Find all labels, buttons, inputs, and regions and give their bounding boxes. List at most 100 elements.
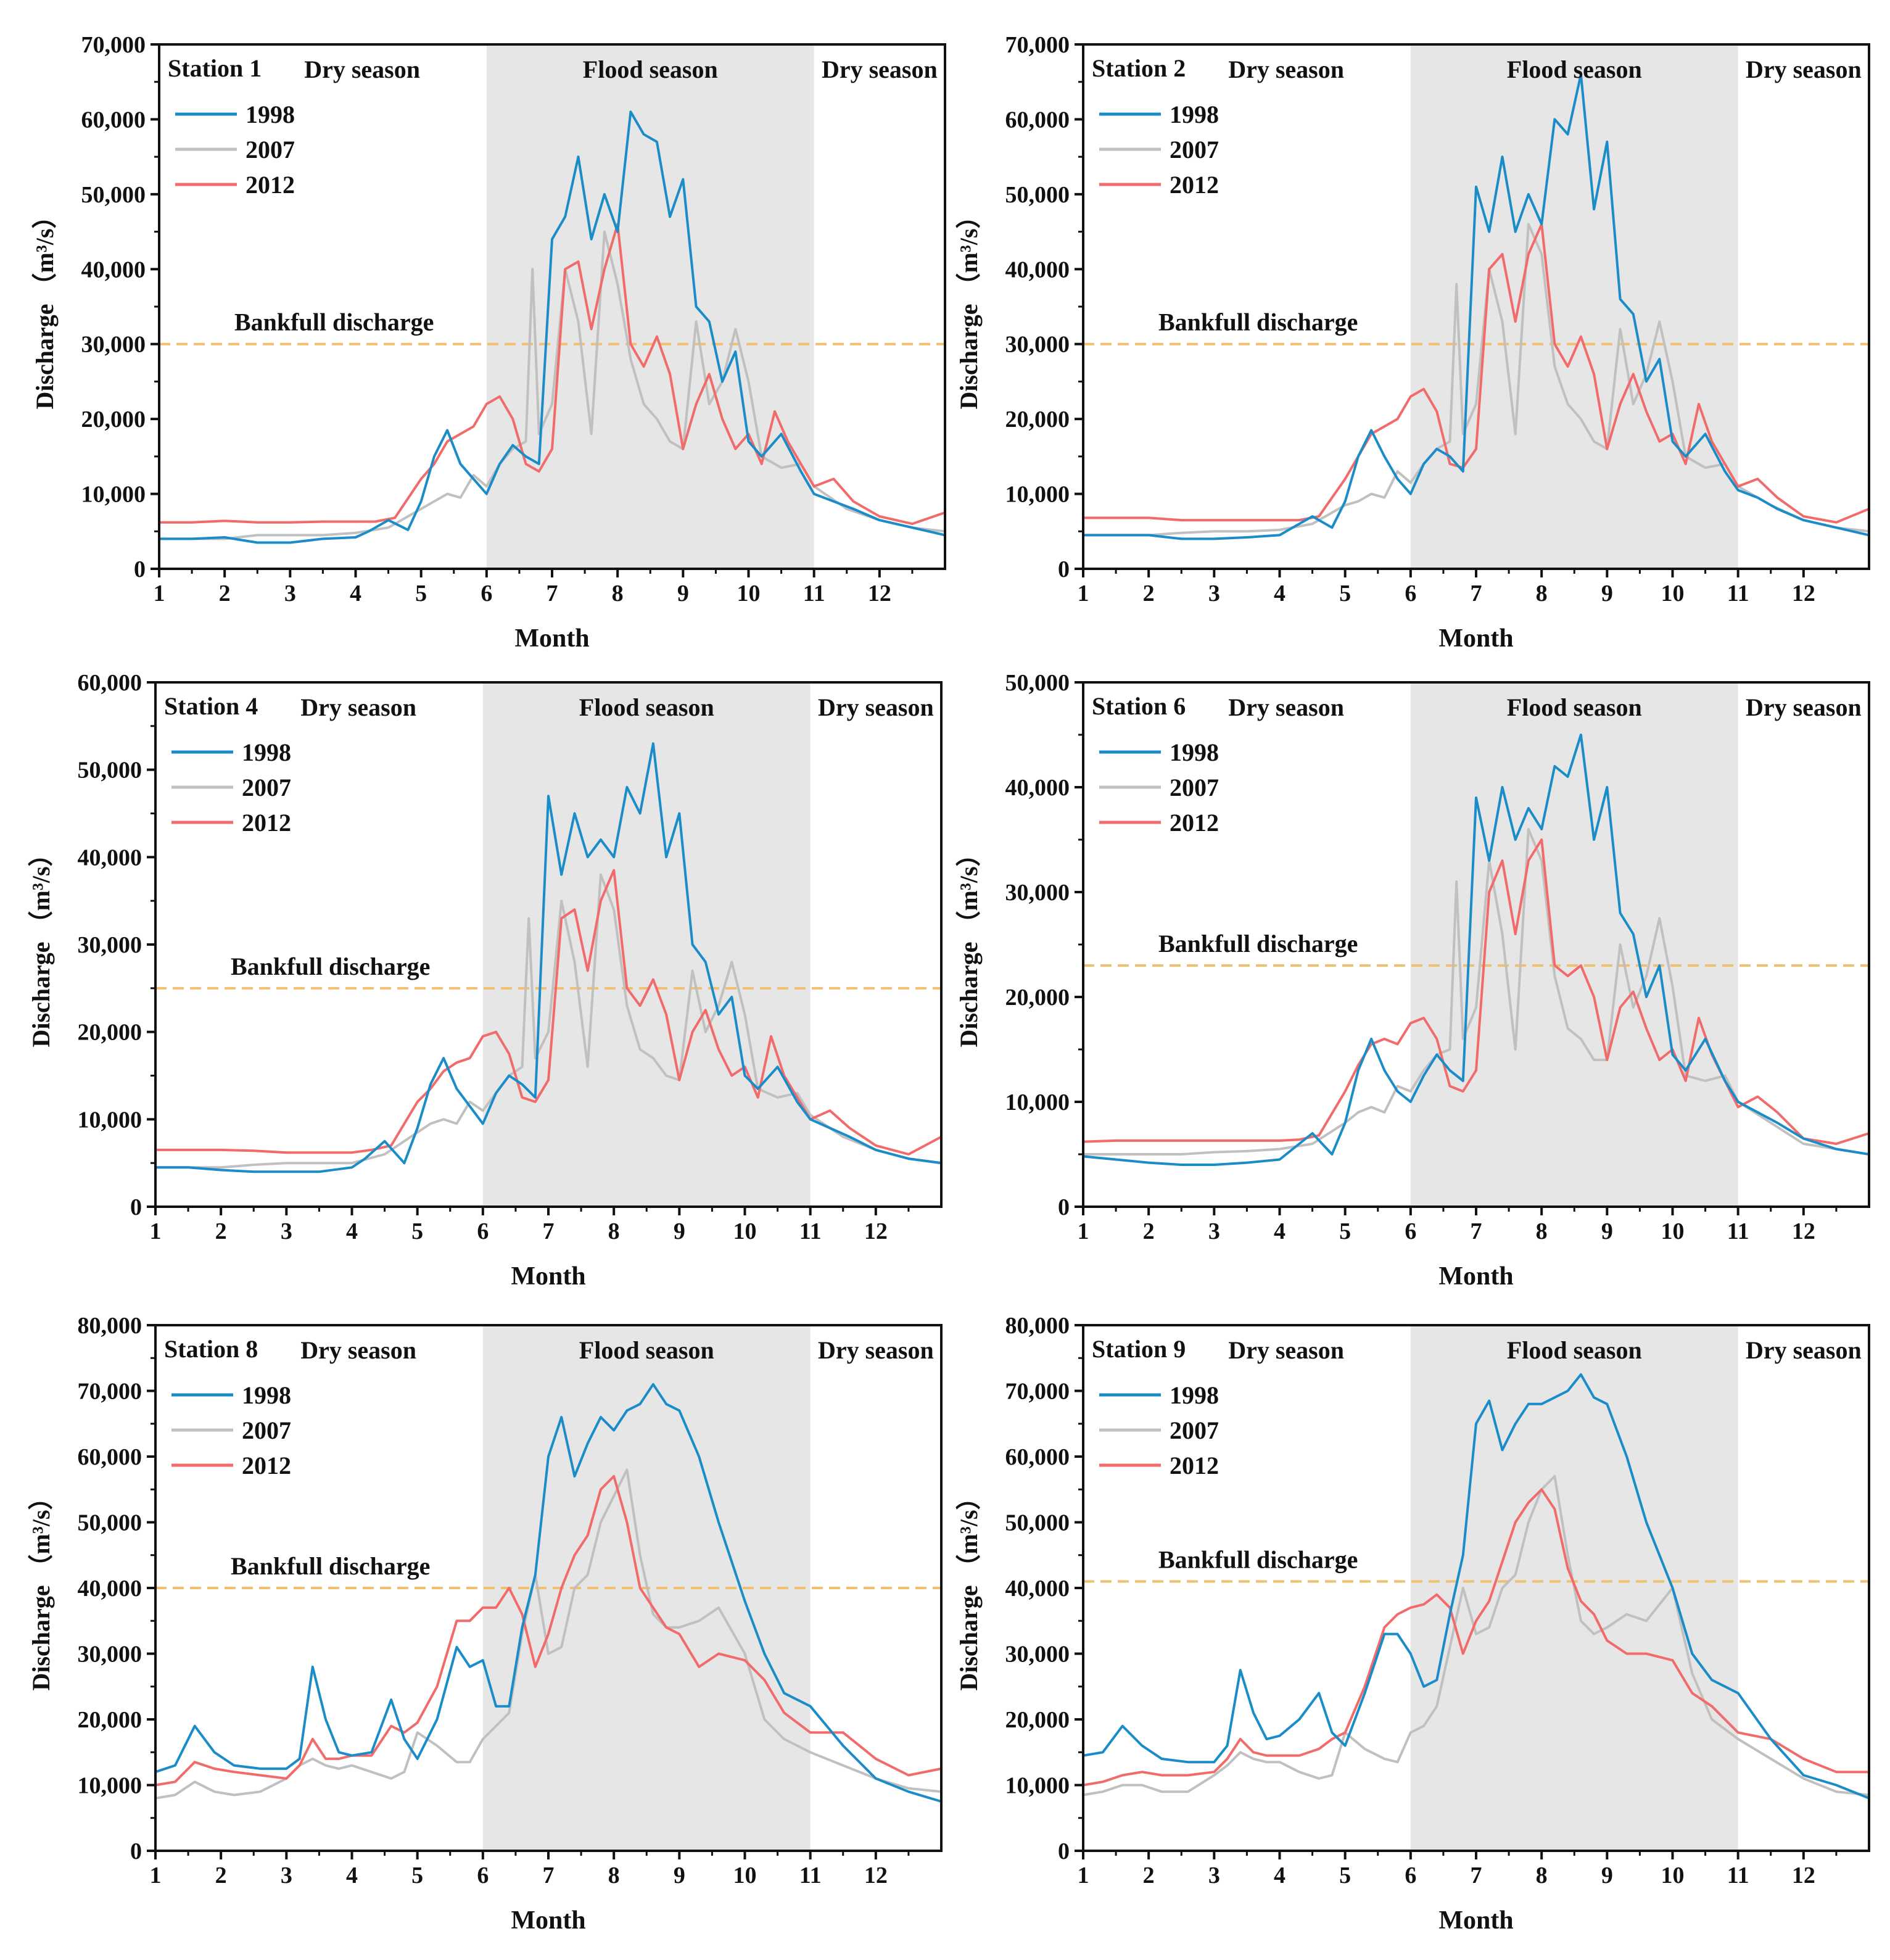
y-tick-label: 40,000 bbox=[1005, 257, 1070, 283]
legend-label-1998: 1998 bbox=[1170, 101, 1219, 128]
station-title: Station 6 bbox=[1092, 692, 1186, 720]
legend-label-2012: 2012 bbox=[242, 809, 291, 837]
y-axis-label: Discharge （m³/s） bbox=[27, 1485, 55, 1690]
y-tick-label: 20,000 bbox=[78, 1707, 142, 1733]
legend-label-1998: 1998 bbox=[242, 1381, 291, 1409]
y-tick-label: 40,000 bbox=[1005, 1576, 1070, 1602]
y-tick-label: 40,000 bbox=[1005, 775, 1070, 801]
season-label-flood: Flood season bbox=[1507, 56, 1642, 83]
x-tick-label: 9 bbox=[677, 581, 689, 606]
x-tick-label: 4 bbox=[346, 1218, 358, 1244]
series-2007-line bbox=[1083, 1474, 1869, 1797]
x-tick-label: 7 bbox=[1471, 581, 1482, 606]
x-axis-label: Month bbox=[1438, 1906, 1513, 1935]
legend-label-2007: 2007 bbox=[1170, 1416, 1219, 1444]
legend-label-2007: 2007 bbox=[246, 136, 295, 163]
x-tick-label: 10 bbox=[1661, 1218, 1685, 1244]
y-tick-label: 30,000 bbox=[1005, 880, 1070, 906]
x-tick-label: 5 bbox=[1339, 581, 1351, 606]
y-tick-label: 80,000 bbox=[78, 1313, 142, 1339]
bankfull-label: Bankfull discharge bbox=[231, 953, 430, 980]
chart-panel-5: 0 10,000 20,000 30,000 40,000 50,000 60,000 70,… bbox=[27, 1313, 943, 1935]
x-tick-label: 1 bbox=[154, 581, 165, 606]
y-tick-label: 20,000 bbox=[81, 407, 146, 432]
legend-label-1998: 1998 bbox=[1170, 738, 1219, 766]
x-tick-label: 8 bbox=[608, 1218, 620, 1244]
bankfull-label: Bankfull discharge bbox=[1158, 1545, 1358, 1573]
y-axis-label: Discharge （m³/s） bbox=[27, 841, 55, 1047]
season-label-dry-left: Dry season bbox=[1228, 693, 1344, 721]
x-tick-label: 11 bbox=[799, 1218, 822, 1244]
x-tick-label: 7 bbox=[547, 581, 558, 606]
x-tick-label: 1 bbox=[150, 1863, 162, 1888]
flood-season-band bbox=[482, 682, 811, 1207]
season-label-flood: Flood season bbox=[583, 56, 718, 83]
x-tick-label: 11 bbox=[1727, 1218, 1749, 1244]
series-2012-line bbox=[155, 1474, 941, 1787]
x-tick-label: 10 bbox=[733, 1218, 757, 1244]
season-label-dry-right: Dry season bbox=[822, 56, 938, 83]
y-tick-label: 10,000 bbox=[1005, 1090, 1070, 1115]
x-tick-label: 2 bbox=[1143, 581, 1155, 606]
legend-label-1998: 1998 bbox=[242, 738, 291, 766]
x-tick-label: 7 bbox=[1471, 1863, 1482, 1888]
bankfull-label: Bankfull discharge bbox=[234, 308, 434, 336]
y-tick-label: 60,000 bbox=[1005, 107, 1070, 133]
station-title: Station 9 bbox=[1092, 1335, 1186, 1363]
x-tick-label: 10 bbox=[737, 581, 761, 606]
x-tick-label: 9 bbox=[1601, 581, 1613, 606]
y-tick-label: 0 bbox=[130, 1838, 142, 1864]
season-label-dry-right: Dry season bbox=[818, 1336, 934, 1364]
y-tick-label: 20,000 bbox=[1005, 985, 1070, 1011]
flood-season-band bbox=[1410, 44, 1738, 569]
x-tick-label: 3 bbox=[1208, 1218, 1220, 1244]
x-axis-label: Month bbox=[511, 1262, 585, 1291]
x-tick-label: 8 bbox=[1536, 581, 1548, 606]
x-tick-label: 3 bbox=[284, 581, 296, 606]
x-tick-label: 5 bbox=[1339, 1218, 1351, 1244]
series-2012-line bbox=[159, 223, 945, 526]
y-tick-label: 10,000 bbox=[1005, 1773, 1070, 1799]
season-label-dry-right: Dry season bbox=[1746, 56, 1862, 83]
series-1998-line bbox=[159, 110, 945, 544]
x-tick-label: 4 bbox=[1274, 581, 1285, 606]
x-tick-label: 2 bbox=[1143, 1218, 1155, 1244]
x-tick-label: 11 bbox=[803, 581, 825, 606]
x-tick-label: 3 bbox=[281, 1218, 292, 1244]
legend-label-2007: 2007 bbox=[242, 774, 291, 801]
x-tick-label: 6 bbox=[1405, 1863, 1416, 1888]
x-tick-label: 12 bbox=[864, 1218, 888, 1244]
y-tick-label: 40,000 bbox=[78, 1576, 142, 1602]
y-tick-label: 60,000 bbox=[81, 107, 146, 133]
y-tick-label: 20,000 bbox=[78, 1020, 142, 1046]
x-tick-label: 1 bbox=[1078, 1218, 1089, 1244]
season-label-dry-left: Dry season bbox=[304, 56, 420, 83]
x-tick-label: 3 bbox=[281, 1863, 292, 1888]
x-tick-label: 4 bbox=[1274, 1218, 1285, 1244]
x-tick-label: 1 bbox=[1078, 581, 1089, 606]
bankfull-label: Bankfull discharge bbox=[1158, 308, 1358, 336]
season-label-dry-right: Dry season bbox=[818, 693, 934, 721]
y-tick-label: 30,000 bbox=[1005, 332, 1070, 358]
x-tick-label: 2 bbox=[1143, 1863, 1155, 1888]
x-tick-label: 8 bbox=[608, 1863, 620, 1888]
legend-label-2012: 2012 bbox=[246, 171, 295, 199]
x-axis-label: Month bbox=[514, 624, 589, 653]
y-tick-label: 20,000 bbox=[1005, 1707, 1070, 1733]
series-1998-line bbox=[155, 1383, 941, 1803]
legend-label-2012: 2012 bbox=[242, 1452, 291, 1479]
legend-label-2007: 2007 bbox=[1170, 774, 1219, 801]
chart-panel-1: 0 10,000 20,000 30,000 40,000 50,000 60,000 70,… bbox=[31, 32, 946, 653]
y-tick-label: 40,000 bbox=[78, 845, 142, 870]
legend-label-1998: 1998 bbox=[246, 101, 295, 128]
x-tick-label: 8 bbox=[1536, 1218, 1548, 1244]
season-label-flood: Flood season bbox=[1507, 1336, 1642, 1364]
y-tick-label: 40,000 bbox=[81, 257, 146, 283]
station-title: Station 4 bbox=[164, 692, 258, 720]
y-tick-label: 60,000 bbox=[1005, 1444, 1070, 1470]
season-label-flood: Flood season bbox=[1507, 693, 1642, 721]
x-tick-label: 5 bbox=[415, 581, 427, 606]
season-label-dry-left: Dry season bbox=[300, 693, 416, 721]
